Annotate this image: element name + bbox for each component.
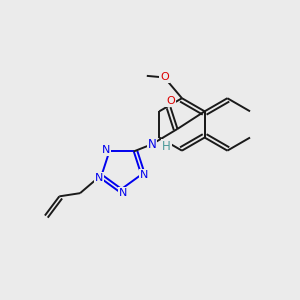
Text: N: N [140,169,148,180]
Text: N: N [95,173,103,183]
Text: N: N [119,188,127,198]
Text: N: N [102,145,110,155]
Text: N: N [148,138,156,151]
Text: H: H [162,140,171,153]
Text: O: O [160,73,169,82]
Text: O: O [166,96,175,106]
